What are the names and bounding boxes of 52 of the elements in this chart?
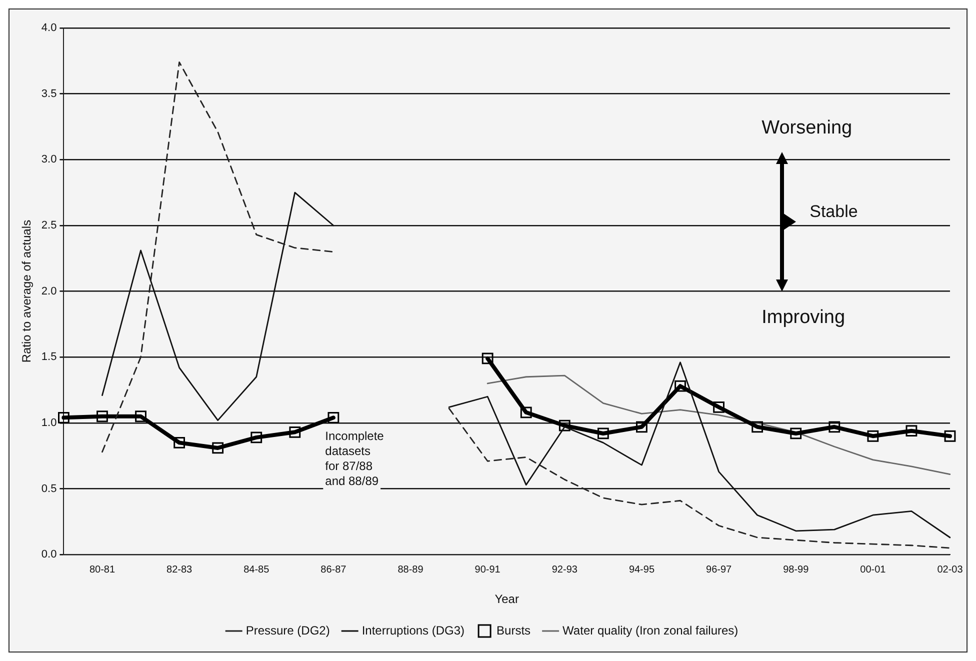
- point: [674, 380, 686, 392]
- x-tick-label: 96-97: [706, 564, 732, 576]
- y-tick-label: 3.5: [41, 88, 57, 100]
- point: [752, 421, 764, 433]
- legend-label: Water quality (Iron zonal failures): [562, 623, 738, 638]
- point: [135, 410, 146, 422]
- annotation: Incomplete datasets for 87/88 and 88/89: [325, 429, 384, 488]
- x-tick-label: 82-83: [166, 564, 193, 576]
- point: [250, 432, 262, 444]
- y-tick-label: 2.0: [41, 285, 57, 298]
- point: [790, 428, 802, 440]
- point: [289, 426, 301, 438]
- y-tick-label: 4.0: [41, 22, 57, 34]
- legend-label: Interruptions (DG3): [362, 623, 465, 638]
- point: [944, 430, 956, 442]
- point: [713, 401, 724, 413]
- y-tick-label: 1.0: [41, 416, 57, 429]
- x-tick-label: 92-93: [552, 564, 578, 576]
- y-tick-label: 2.5: [41, 220, 57, 232]
- x-tick-label: 80-81: [89, 564, 116, 576]
- point: [597, 428, 609, 440]
- x-tick-label: 02-03: [937, 564, 964, 576]
- x-tick-label: 90-91: [474, 564, 501, 576]
- y-tick-label: 0.5: [41, 482, 57, 495]
- legend-label: Pressure (DG2): [246, 623, 330, 638]
- point: [906, 425, 918, 437]
- x-tick-label: 94-95: [628, 564, 655, 576]
- point: [58, 412, 70, 424]
- x-tick-label: 86-87: [320, 564, 347, 576]
- x-tick-label: 98-99: [783, 564, 810, 576]
- legend-label: Bursts: [496, 623, 531, 638]
- x-tick-label: 00-01: [860, 564, 886, 576]
- point: [558, 420, 570, 432]
- point: [212, 442, 224, 454]
- x-axis-title: Year: [494, 592, 519, 606]
- point: [828, 421, 840, 433]
- y-tick-label: 1.5: [41, 351, 57, 364]
- y-tick-label: 0.0: [41, 548, 57, 561]
- point: [636, 421, 648, 433]
- annotation: Stable: [810, 202, 858, 221]
- point: [482, 352, 494, 364]
- point: [867, 430, 879, 442]
- point: [328, 412, 340, 424]
- point: [520, 406, 532, 418]
- point: [174, 437, 185, 448]
- y-tick-label: 3.0: [41, 154, 57, 166]
- annotation: Improving: [762, 306, 846, 328]
- y-axis-title: Ratio to average of actuals: [20, 220, 34, 363]
- point: [96, 410, 108, 422]
- x-tick-label: 88-89: [398, 564, 424, 576]
- x-tick-label: 84-85: [244, 564, 270, 576]
- annotation: Worsening: [762, 117, 852, 138]
